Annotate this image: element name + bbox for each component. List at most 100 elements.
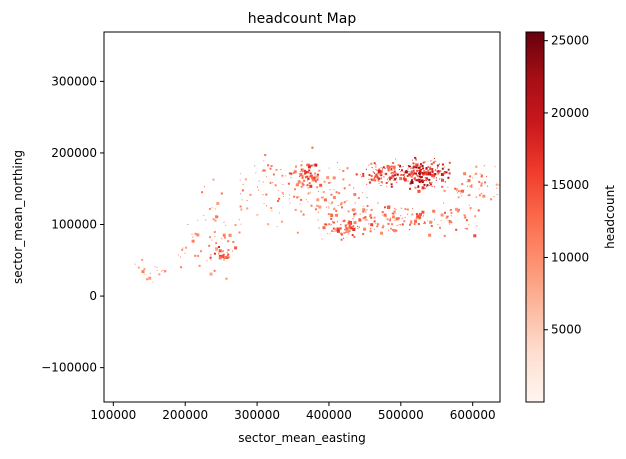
heat-cell [301,174,304,177]
heat-cell [412,174,414,176]
heat-cell [484,181,487,184]
heat-cell [441,167,444,170]
heat-cell [261,170,263,172]
heat-cell [428,178,431,181]
heat-cell [342,220,345,223]
heat-cell [395,212,397,214]
heat-cell [218,253,220,255]
heat-cell [282,196,284,197]
heat-cell [441,177,443,179]
heat-cell [212,218,215,221]
heat-cell [436,170,439,173]
heat-cell [143,268,146,271]
heat-cell [469,185,471,187]
heat-cell [468,204,470,206]
heat-cell [285,175,287,177]
heat-cell [414,171,415,173]
heat-cell [370,175,373,177]
heat-cell [422,172,425,175]
heat-cell [232,250,233,252]
heat-cell [390,165,393,168]
heat-cell [213,269,216,272]
heat-cell [296,231,299,234]
heat-cell [277,189,279,191]
heat-cell [465,219,468,222]
heat-cell [416,169,419,172]
heat-cell [330,203,332,205]
heat-cell [410,180,414,184]
heat-cell [400,174,403,176]
heat-cell [391,168,393,169]
heat-cell [218,256,222,260]
heat-cell [399,171,401,173]
heat-cell [460,195,462,197]
heat-cell [333,189,335,191]
heat-cell [344,225,347,228]
heat-cell [330,214,334,218]
heat-cell [381,211,384,213]
heat-cell [269,182,272,184]
heat-cell [440,213,444,217]
heat-cell [395,208,397,210]
heat-cell [423,169,426,172]
heat-cell [397,217,400,220]
heat-cell [335,209,338,212]
heat-cell [400,215,402,217]
heat-cell [418,215,422,219]
heat-cell [382,166,385,169]
heat-cell [309,184,313,188]
heat-cell [301,176,304,179]
heat-cell [409,182,412,185]
heat-cell [404,175,405,177]
heat-cell [203,186,205,188]
heat-cell [371,167,373,169]
heat-cell [444,181,446,183]
heat-cell [272,182,274,184]
heat-cell [377,180,379,182]
heat-cell [430,183,432,186]
heat-cell [208,207,211,210]
heat-cell [274,184,277,187]
heat-cell [353,221,357,225]
heat-cell [137,266,140,269]
heat-cell [321,238,323,240]
heat-cell [339,227,342,230]
heat-cell [448,172,451,175]
heat-cell [407,213,409,215]
heat-cell [414,176,416,178]
colorbar [525,31,545,403]
heat-cell [375,169,377,170]
heat-cell [387,178,388,180]
heat-cell [440,170,442,172]
heat-cell [267,164,270,167]
heat-cell [318,227,320,229]
heat-cell [415,158,417,161]
heat-cell [178,254,180,256]
heat-cell [306,184,309,187]
heat-cell [421,210,425,214]
heat-cell [361,176,362,178]
heat-cell [330,224,332,226]
heat-cell [386,185,387,187]
heat-cell [380,181,383,184]
x-axis: 100000 200000 300000 400000 500000 600000 [90,402,496,422]
heat-cell [394,174,397,177]
heat-cell [386,218,389,221]
heat-cell [346,200,348,202]
heat-cell [478,180,481,183]
colorbar-tick-label: 5000 [551,323,582,337]
heat-cell [215,247,219,251]
heat-cell [498,184,500,186]
heat-cell [308,182,311,185]
heat-cell [412,162,415,165]
heat-cell [240,223,242,225]
heat-cell [298,196,300,198]
heat-cell [239,179,241,181]
heat-cell [234,246,238,250]
x-tick-label: 500000 [378,408,424,422]
heat-cell [396,173,399,176]
heat-cell [415,217,418,220]
heat-cell [461,183,464,186]
heat-cell [399,164,401,166]
heat-cell [385,172,388,175]
